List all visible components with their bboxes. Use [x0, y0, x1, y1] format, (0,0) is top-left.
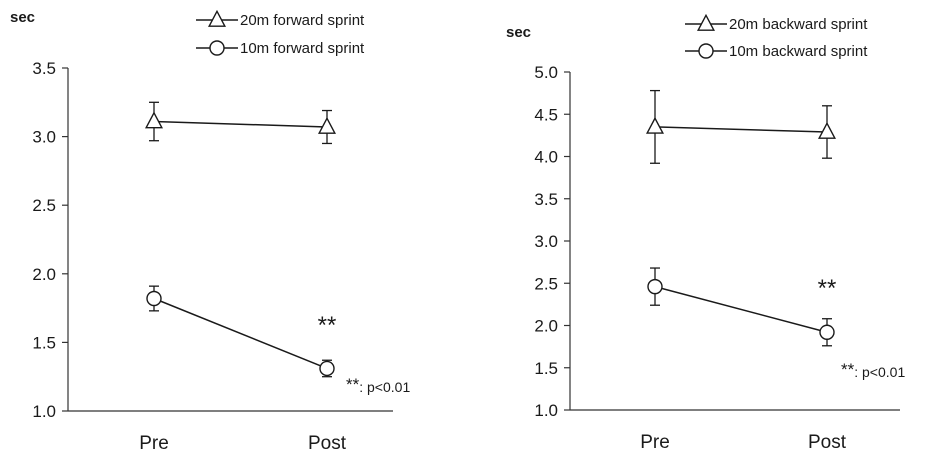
series-line: [153, 120, 328, 128]
x-tick-label: Pre: [640, 432, 670, 451]
significance-footnote: **: p<0.01: [841, 360, 905, 380]
significance-marker: **: [318, 312, 337, 339]
chart-panel-1: sec 1.0 1.5 2.0 2.5 3.0 3.5 Pre Post 20m forward …: [10, 9, 410, 451]
legend-marker: [698, 43, 714, 59]
y-tick-label: 3.0: [534, 232, 558, 251]
significance-footnote: **: p<0.01: [346, 375, 410, 395]
data-point: [319, 360, 335, 377]
x-tick-label: Pre: [139, 433, 169, 451]
series-1: [645, 89, 837, 164]
series-1: [144, 101, 337, 145]
legend-label: 10m backward sprint: [729, 43, 868, 60]
y-tick-label: 2.0: [32, 265, 56, 284]
y-tick-label: 4.0: [534, 148, 558, 167]
y-axis-label: sec: [506, 24, 531, 41]
data-point: [317, 116, 337, 134]
x-tick-label: Post: [308, 433, 347, 451]
legend-marker: [207, 9, 227, 27]
y-tick-label: 5.0: [534, 63, 558, 82]
y-tick-label: 2.5: [534, 274, 558, 293]
data-point: [817, 121, 837, 139]
data-point: [144, 111, 164, 129]
data-point: [647, 278, 663, 295]
footnote-text: : p<0.01: [854, 364, 905, 380]
footnote-stars: **: [346, 375, 360, 394]
y-tick-label: 1.5: [32, 333, 56, 352]
y-tick-label: 1.5: [534, 359, 558, 378]
y-tick-label: 2.5: [32, 196, 56, 215]
data-point: [819, 324, 835, 340]
x-tick-label: Post: [808, 432, 847, 451]
chart-panel-2: sec 1.0 1.5 2.0 2.5 3.0 3.5 4.0 4.5 5.0 Pre Post 20m…: [506, 13, 905, 451]
footnote-stars: **: [841, 360, 855, 379]
y-tick-label: 1.0: [32, 402, 56, 421]
series-line: [654, 126, 828, 133]
y-tick-label: 1.0: [534, 401, 558, 420]
y-tick-label: 3.5: [32, 59, 56, 78]
y-tick-label: 3.0: [32, 128, 56, 147]
series-2: [146, 285, 335, 378]
significance-marker: **: [818, 275, 837, 302]
series-2: [647, 267, 835, 347]
y-axis-label: sec: [10, 9, 35, 26]
y-tick-label: 4.5: [534, 105, 558, 124]
data-point: [645, 116, 665, 134]
data-point: [146, 290, 162, 307]
legend-marker: [209, 40, 225, 56]
legend-label: 10m forward sprint: [240, 40, 365, 57]
y-tick-label: 3.5: [534, 190, 558, 209]
series-line: [153, 297, 328, 370]
legend-label: 20m forward sprint: [240, 12, 365, 29]
y-tick-label: 2.0: [534, 317, 558, 336]
legend-label: 20m backward sprint: [729, 16, 868, 33]
legend-marker: [696, 13, 716, 31]
footnote-text: : p<0.01: [359, 379, 410, 395]
series-line: [654, 285, 828, 333]
